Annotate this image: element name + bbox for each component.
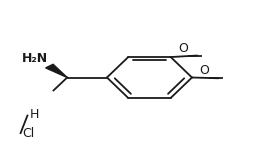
Text: O: O	[178, 42, 188, 55]
Text: Cl: Cl	[22, 127, 34, 140]
Polygon shape	[46, 64, 67, 78]
Text: H₂N: H₂N	[22, 52, 48, 65]
Text: O: O	[199, 64, 209, 78]
Text: H: H	[30, 108, 40, 121]
